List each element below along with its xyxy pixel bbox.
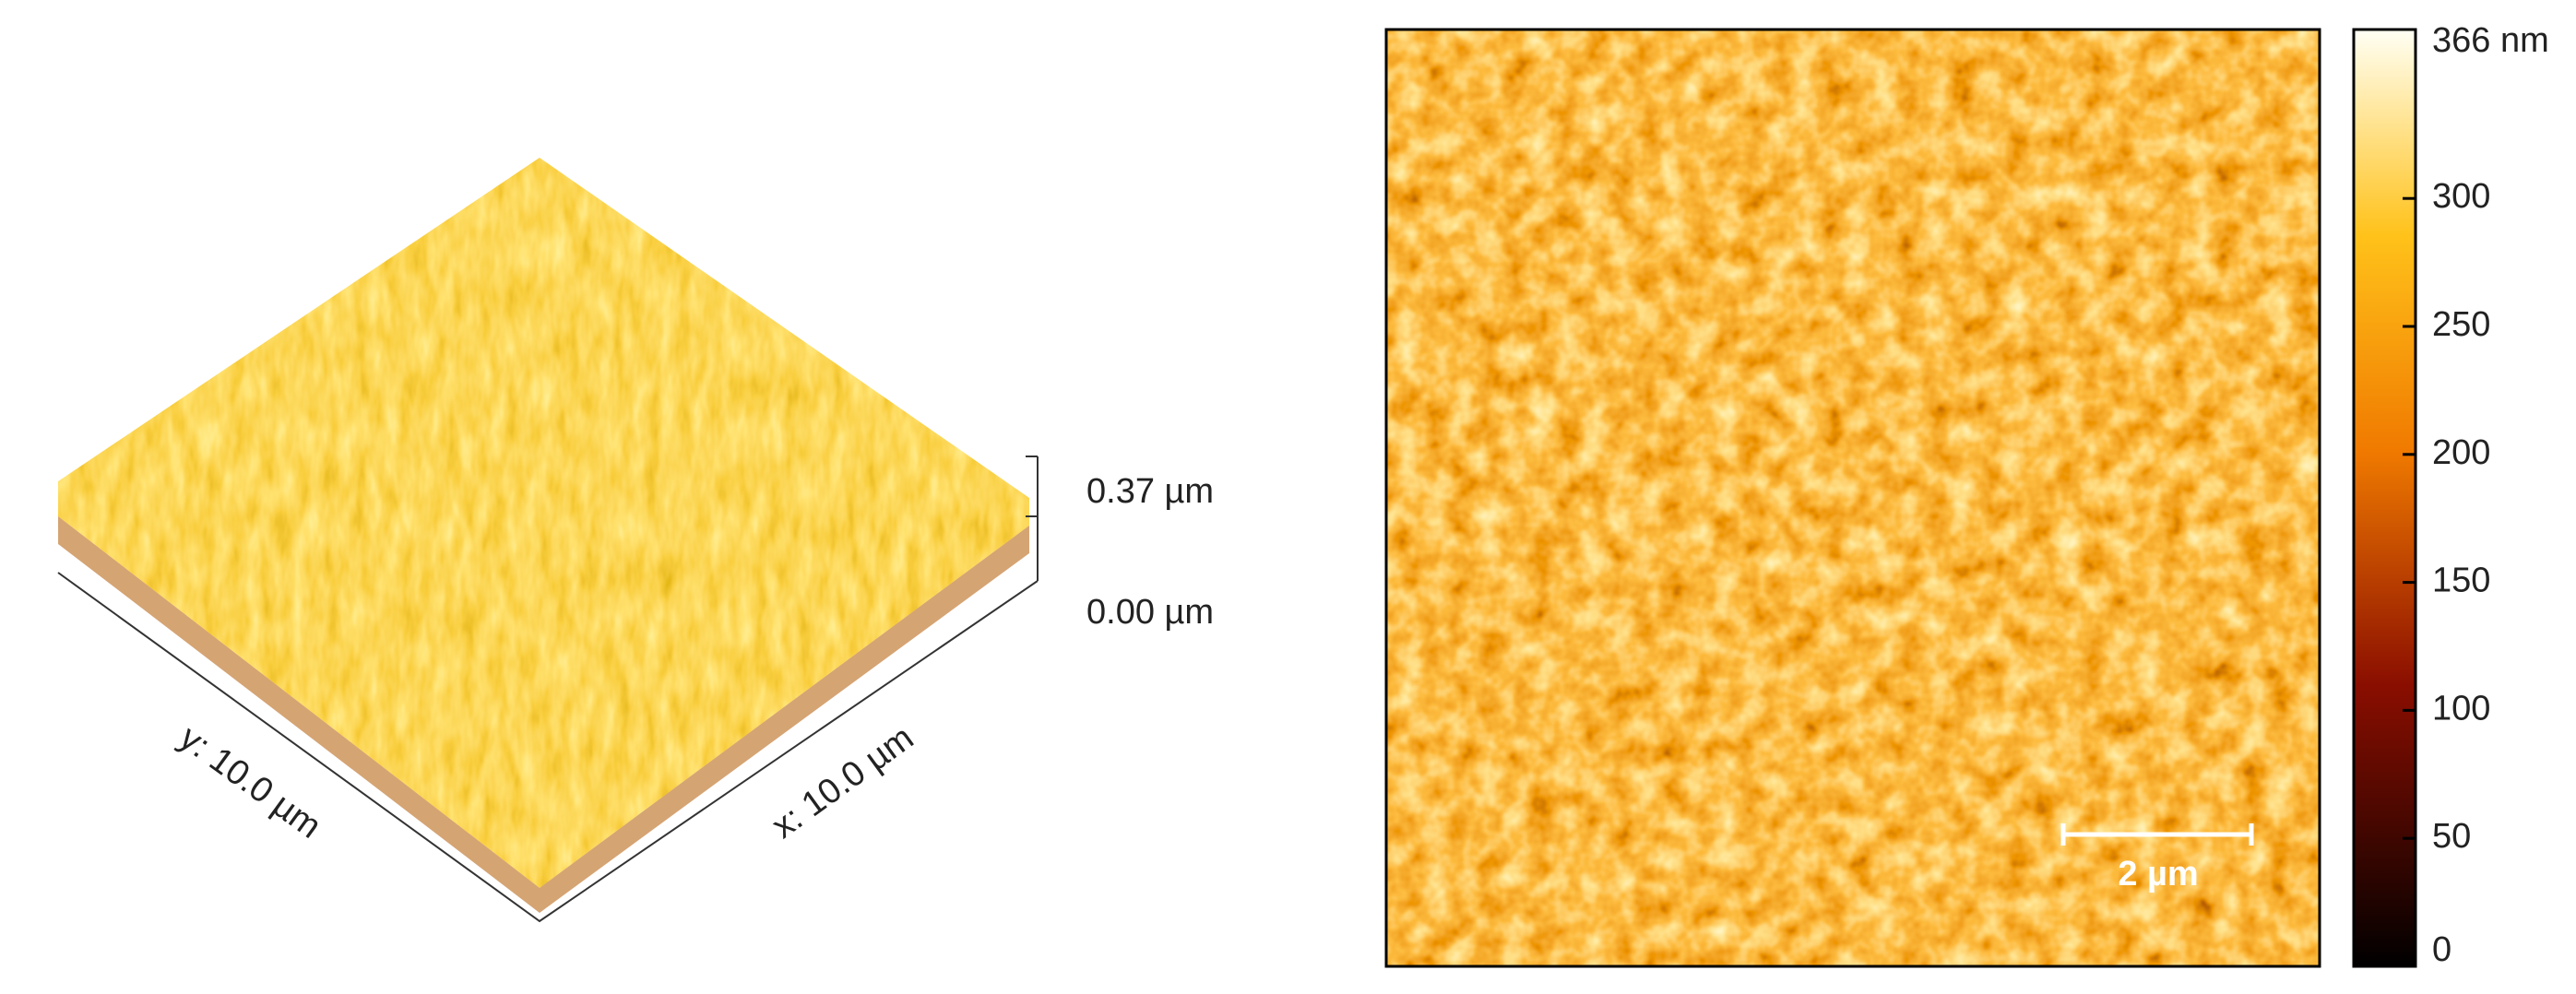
y-axis-label: y: 10.0 µm bbox=[172, 718, 328, 846]
z-label: 0.00 µm bbox=[1086, 593, 1214, 632]
image-frame bbox=[1384, 28, 2321, 968]
height-map: 2 µm bbox=[1384, 28, 2321, 968]
surface-3d: 0.37 µm 0.00 µm y: 10.0 µm x: 10.0 µm bbox=[57, 158, 1214, 923]
colorbar-tick-label: 0 bbox=[2432, 930, 2451, 969]
colorbar-tick-label: 150 bbox=[2432, 562, 2490, 600]
height-image bbox=[1386, 30, 2320, 966]
colorbar-tick-label: 300 bbox=[2432, 177, 2490, 216]
colorbar: 366 nm 300 250 200 150 100 50 0 bbox=[2352, 21, 2549, 969]
colorbar-tick-label: 100 bbox=[2432, 689, 2490, 728]
colorbar-tick-label: 50 bbox=[2432, 817, 2471, 856]
z-label: 0.37 µm bbox=[1086, 472, 1214, 511]
colorbar-tick-label: 250 bbox=[2432, 305, 2490, 344]
base-axes bbox=[57, 572, 1039, 923]
surface bbox=[58, 158, 1029, 888]
scale-bar-label: 2 µm bbox=[2118, 855, 2198, 893]
colorbar-tick-label: 366 nm bbox=[2432, 21, 2549, 60]
colorbar-gradient bbox=[2352, 28, 2417, 968]
x-axis-label: x: 10.0 µm bbox=[765, 718, 920, 846]
colorbar-tick-label: 200 bbox=[2432, 433, 2490, 472]
